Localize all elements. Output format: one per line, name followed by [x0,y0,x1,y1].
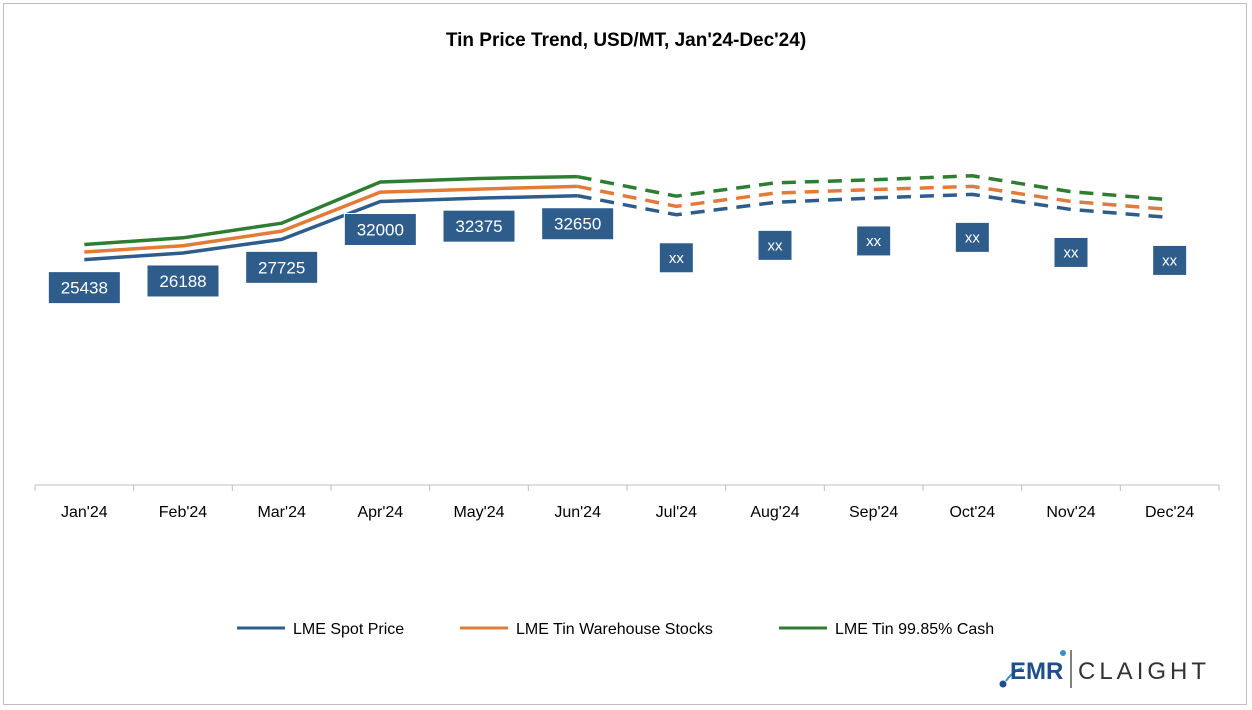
data-label-box [245,250,319,284]
data-label-text: 32000 [357,220,404,239]
x-tick-label: Mar'24 [257,504,306,521]
data-label-box [1152,244,1188,276]
x-tick-label: Aug'24 [750,504,799,521]
data-label: 25438 [47,271,121,305]
data-label: 32000 [343,212,417,246]
x-tick-label: Jan'24 [61,504,108,521]
data-label: 26188 [146,264,220,298]
logo-claight-text: CLAIGHT [1078,658,1210,685]
series-line-forecast [577,192,1170,220]
data-label-box [146,264,220,298]
x-tick-label: Nov'24 [1046,504,1095,521]
data-label-box [658,242,694,274]
series-line-actual [84,184,578,254]
legend-label-spot: LME Spot Price [293,621,404,638]
data-label-box [541,207,615,241]
data-label-text: xx [669,250,685,267]
x-tick-label: Jul'24 [656,504,697,521]
data-label-box [856,225,892,257]
data-label-text: xx [1162,252,1178,269]
series-line-actual [84,193,578,262]
data-label-text: xx [1064,244,1080,261]
data-label: xx [658,242,694,274]
data-label: xx [856,225,892,257]
logo-mark-icon [999,650,1066,688]
data-label-text: 32650 [554,215,601,234]
data-label-box [1053,236,1089,268]
x-tick-label: Oct'24 [949,504,995,521]
data-label-text: 32375 [455,217,502,236]
x-tick-label: Sep'24 [849,504,898,521]
x-tick-label: Dec'24 [1145,504,1194,521]
data-label: 27725 [245,250,319,284]
data-label: xx [1053,236,1089,268]
series-line-forecast [577,174,1170,202]
data-labels: 25438 26188 27725 32000 32375 32650 xx xx xx xx xx… [47,207,1188,305]
legend-label-warehouse: LME Tin Warehouse Stocks [516,621,713,638]
data-label: xx [757,229,793,261]
data-label-text: xx [768,237,784,254]
data-label-box [442,209,516,243]
data-label-text: 27725 [258,258,305,277]
chart-frame [3,3,1247,705]
emr-claight-logo: EMR CLAIGHT [999,650,1210,688]
data-label-box [757,229,793,261]
series-lines [84,174,1170,262]
data-label-text: 26188 [159,272,206,291]
data-label-box [954,221,990,253]
data-label: 32375 [442,209,516,243]
data-label: xx [954,221,990,253]
legend: LME Spot Price LME Tin Warehouse Stocks … [237,621,994,638]
x-tick-label: Apr'24 [357,504,403,521]
data-label: xx [1152,244,1188,276]
data-label-text: 25438 [61,279,108,298]
x-tick-label: Feb'24 [159,504,208,521]
series-line-actual [84,174,578,247]
data-label-text: xx [866,233,882,250]
chart-title: Tin Price Trend, USD/MT, Jan'24-Dec'24) [446,30,806,51]
logo-emr-text: EMR [1010,658,1063,685]
data-label-text: xx [965,229,981,246]
data-label-box [47,271,121,305]
x-tick-label: Jun'24 [554,504,601,521]
x-axis: Jan'24 Feb'24 Mar'24 Apr'24 May'24 Jun'24 Jul'… [34,484,1220,521]
series-line-forecast [577,184,1170,212]
legend-label-cash: LME Tin 99.85% Cash [835,621,994,638]
data-label: 32650 [541,207,615,241]
x-tick-label: May'24 [453,504,504,521]
data-label-box [343,212,417,246]
